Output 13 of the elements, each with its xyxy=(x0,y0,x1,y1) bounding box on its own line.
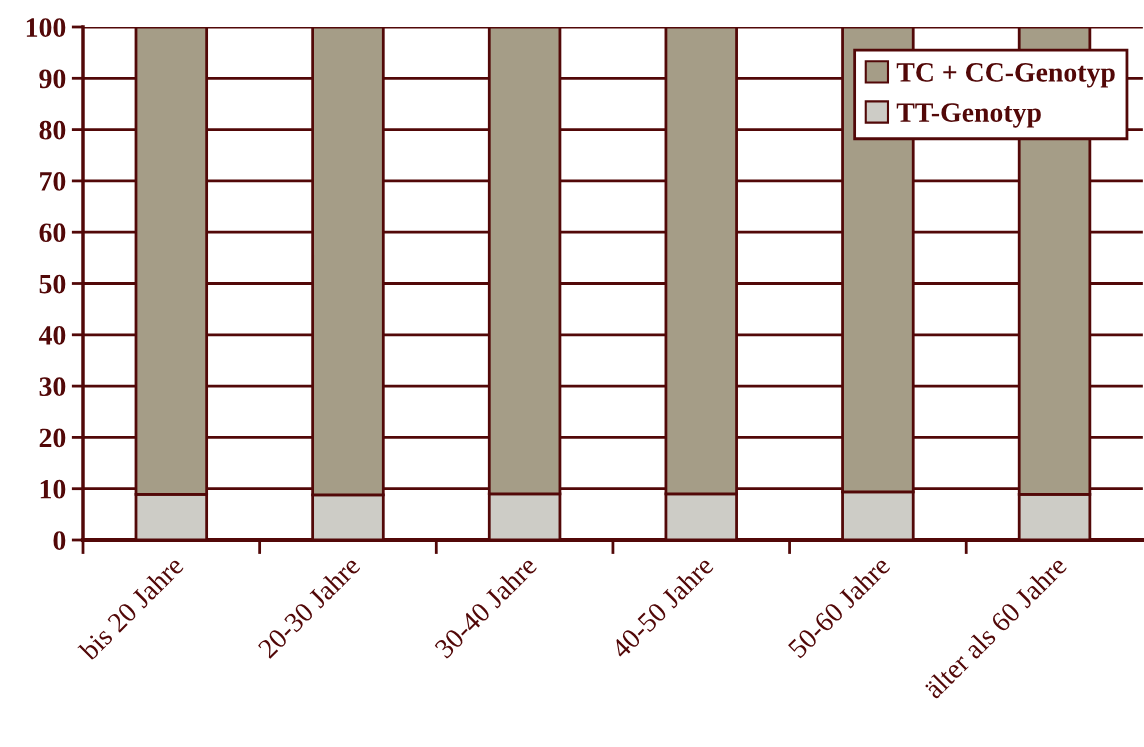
y-tick-label: 0 xyxy=(53,531,66,550)
y-tick-label: 20 xyxy=(39,428,66,448)
y-tick-label: 80 xyxy=(39,120,66,140)
y-tick-label: 100 xyxy=(26,18,66,37)
y-tick-label: 50 xyxy=(39,274,66,294)
y-tick-label: 30 xyxy=(39,377,66,397)
legend-label: TT-Genotyp xyxy=(896,103,1041,128)
y-tick-label: 60 xyxy=(39,223,66,243)
y-tick-label: 70 xyxy=(40,172,66,191)
legend-label: TC + CC-Genotyp xyxy=(896,63,1115,88)
y-tick-label: 10 xyxy=(40,479,66,499)
y-tick-label: 90 xyxy=(39,69,66,89)
y-tick-label: 40 xyxy=(38,325,66,345)
